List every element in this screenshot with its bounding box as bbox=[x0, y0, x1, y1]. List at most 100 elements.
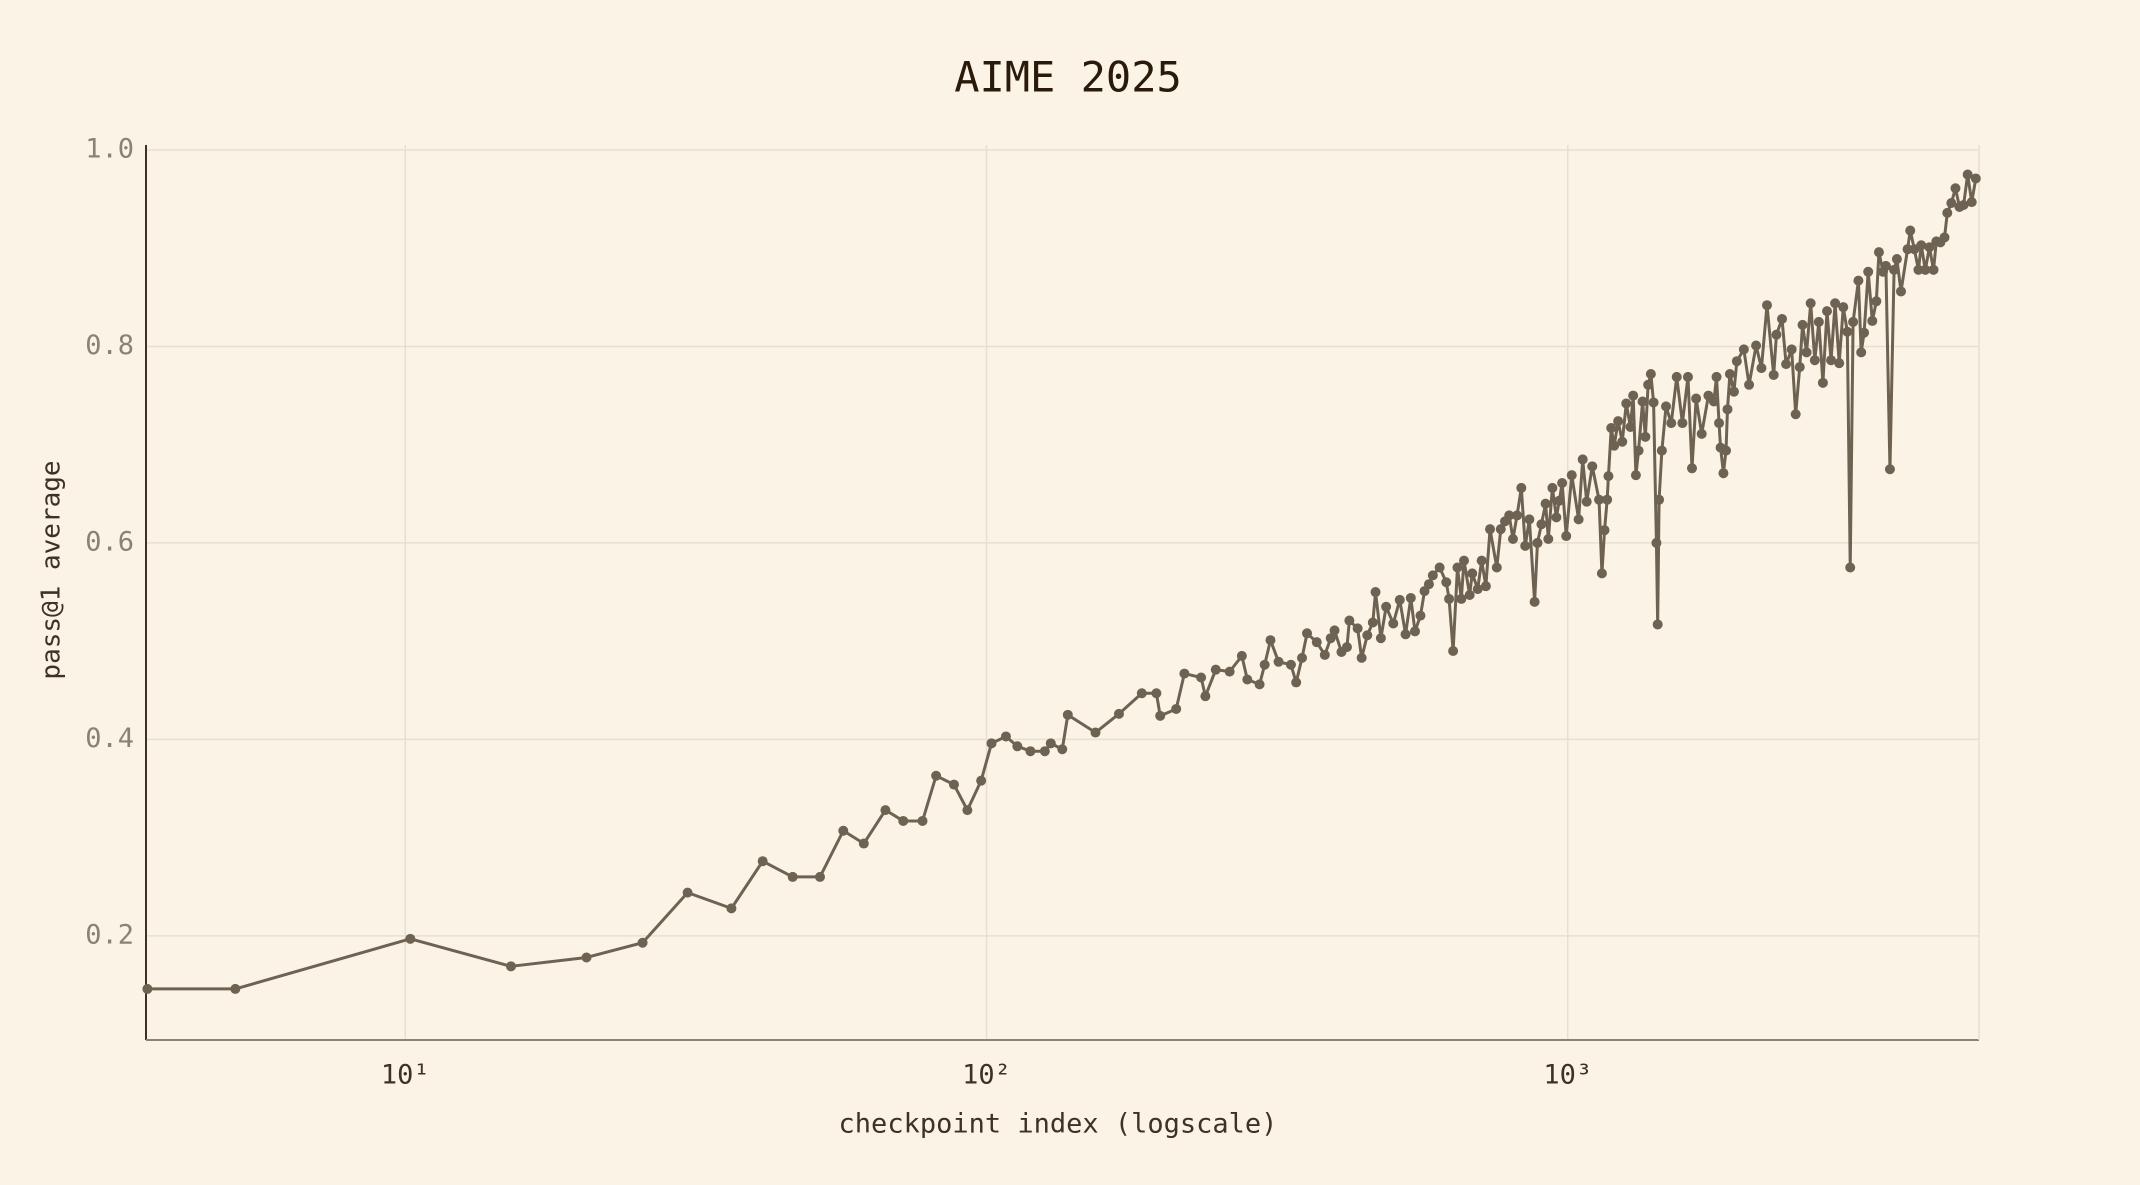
data-point bbox=[1845, 562, 1856, 573]
data-point bbox=[1856, 347, 1867, 358]
data-point bbox=[1781, 359, 1792, 370]
data-point bbox=[1756, 363, 1767, 374]
data-point bbox=[1529, 596, 1540, 607]
data-point bbox=[1884, 464, 1895, 475]
data-point bbox=[1682, 371, 1693, 382]
data-point bbox=[1596, 568, 1607, 579]
data-point bbox=[1090, 727, 1101, 738]
data-point bbox=[1210, 664, 1221, 675]
grid: 0.2 0.4 0.6 0.8 1.0 10¹ 10² 10³ bbox=[85, 134, 1980, 1091]
data-point bbox=[1512, 510, 1523, 521]
data-point bbox=[1628, 390, 1639, 401]
data-point bbox=[1356, 652, 1367, 663]
data-point bbox=[1950, 183, 1961, 194]
data-point bbox=[1551, 512, 1562, 523]
data-point bbox=[1905, 225, 1916, 236]
data-point bbox=[1643, 379, 1654, 390]
data-point bbox=[986, 738, 997, 749]
data-point bbox=[1724, 368, 1735, 379]
data-point bbox=[1970, 173, 1981, 184]
data-point bbox=[948, 779, 959, 790]
data-point bbox=[1444, 593, 1455, 604]
data-point bbox=[1400, 629, 1411, 640]
data-point bbox=[1797, 319, 1808, 330]
data-point bbox=[1524, 514, 1535, 525]
data-point bbox=[1415, 610, 1426, 621]
data-point bbox=[1962, 169, 1973, 180]
data-point bbox=[1367, 617, 1378, 628]
data-point bbox=[1151, 688, 1162, 699]
data-point bbox=[230, 983, 241, 994]
y-tick-label: 0.2 bbox=[85, 919, 134, 950]
data-point bbox=[1532, 537, 1543, 548]
data-point bbox=[1661, 401, 1672, 412]
data-point bbox=[1045, 738, 1056, 749]
data-point bbox=[1581, 496, 1592, 507]
data-point bbox=[1012, 741, 1023, 752]
data-point bbox=[1441, 577, 1452, 588]
data-point bbox=[1666, 418, 1677, 429]
data-point bbox=[1341, 642, 1352, 653]
data-point bbox=[1771, 329, 1782, 340]
data-point bbox=[1236, 650, 1247, 661]
data-point bbox=[1842, 326, 1853, 337]
data-point bbox=[1540, 498, 1551, 509]
data-point bbox=[898, 815, 909, 826]
data-point bbox=[1362, 630, 1373, 641]
data-point bbox=[1625, 422, 1636, 433]
data-point bbox=[1254, 679, 1265, 690]
data-point bbox=[1880, 260, 1891, 271]
data-point bbox=[1025, 746, 1036, 757]
data-point bbox=[1859, 327, 1870, 338]
x-tick-label: 10¹ bbox=[381, 1060, 430, 1091]
data-point bbox=[505, 961, 516, 972]
data-point bbox=[1928, 264, 1939, 275]
data-point bbox=[1924, 242, 1935, 253]
data-point bbox=[1731, 356, 1742, 367]
data-point bbox=[1848, 316, 1859, 327]
data-point bbox=[858, 838, 869, 849]
data-point bbox=[1370, 587, 1381, 598]
plot bbox=[142, 169, 1981, 994]
y-tick-label: 0.4 bbox=[85, 723, 134, 754]
data-point bbox=[1813, 316, 1824, 327]
data-point bbox=[1801, 347, 1812, 358]
data-point bbox=[1136, 688, 1147, 699]
data-point bbox=[1409, 626, 1420, 637]
data-point bbox=[1889, 264, 1900, 275]
data-point bbox=[1388, 618, 1399, 629]
data-point bbox=[1654, 494, 1665, 505]
data-point bbox=[1434, 562, 1445, 573]
data-point bbox=[405, 933, 416, 944]
data-point bbox=[1671, 371, 1682, 382]
data-point bbox=[1242, 674, 1253, 685]
x-tick-label: 10² bbox=[962, 1060, 1011, 1091]
y-tick-label: 0.6 bbox=[85, 526, 134, 557]
data-point bbox=[962, 805, 973, 816]
data-point bbox=[1640, 431, 1651, 442]
data-point bbox=[1913, 264, 1924, 275]
data-point bbox=[1822, 306, 1833, 317]
data-point bbox=[1375, 633, 1386, 644]
data-point bbox=[1652, 619, 1663, 630]
data-point bbox=[1728, 386, 1739, 397]
data-point bbox=[1721, 445, 1732, 456]
data-point bbox=[1464, 590, 1475, 600]
data-point bbox=[1946, 198, 1957, 209]
data-point bbox=[1302, 628, 1313, 639]
data-point bbox=[1677, 418, 1688, 429]
data-point bbox=[1790, 409, 1801, 420]
data-point bbox=[1480, 581, 1491, 592]
data-point bbox=[1606, 423, 1617, 434]
data-point bbox=[1448, 645, 1459, 656]
data-point bbox=[917, 815, 928, 826]
data-point bbox=[1557, 478, 1568, 489]
data-point bbox=[1834, 358, 1845, 369]
data-point bbox=[1633, 445, 1644, 456]
data-point bbox=[1566, 470, 1577, 481]
data-point bbox=[1637, 396, 1648, 407]
data-point bbox=[1472, 584, 1483, 595]
data-point bbox=[1476, 555, 1487, 566]
data-point bbox=[1113, 708, 1124, 719]
data-point bbox=[1691, 393, 1702, 404]
